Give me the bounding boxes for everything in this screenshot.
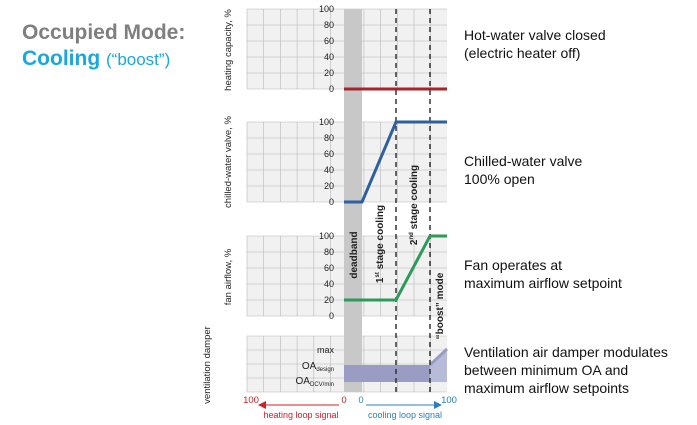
heating-tick-label: 100	[319, 4, 334, 14]
chilled-tick-label: 80	[324, 133, 334, 143]
fan-tick-label: 100	[319, 231, 334, 241]
heating-loop-label: heating loop signal	[263, 410, 338, 420]
x-heating-100: 100	[243, 395, 259, 406]
fan-annotation: Fan operates at maximum airflow setpoint	[464, 257, 622, 291]
fan-tick-label: 40	[324, 279, 334, 289]
vent-tick-max: max	[317, 345, 335, 355]
x-cooling-0: 0	[358, 395, 363, 406]
heating-tick-label: 80	[324, 20, 334, 30]
y-tick-labels: 100 80 60 40 20 0 100 80 60 40 20 0 100 80 60 40 20 0	[319, 4, 334, 321]
fan-ylabel: fan airflow, %	[223, 248, 234, 305]
vent-damper-area	[344, 365, 430, 382]
vent-damper-line	[428, 347, 449, 367]
heating-tick-label: 40	[324, 52, 334, 62]
x-cooling-100: 100	[441, 395, 457, 406]
mode-title: Occupied Mode: Cooling (“boost”)	[22, 20, 212, 73]
vent-tick-oa-dcv: OADCV/min	[296, 376, 334, 388]
heating-tick-label: 60	[324, 36, 334, 46]
vent-damper-rise	[430, 349, 447, 382]
cooling-loop-label: cooling loop signal	[368, 410, 442, 420]
chilled-tick-label: 60	[324, 149, 334, 159]
vent-tick-oa-design: OAdesign	[302, 361, 334, 373]
heating-ylabel: heating capacity, %	[223, 9, 234, 91]
x-heating-0: 0	[341, 395, 346, 406]
heating-tick-label: 20	[324, 68, 334, 78]
chilled-tick-label: 40	[324, 165, 334, 175]
chilled-ylabel: chilled-water valve, %	[223, 116, 234, 208]
fan-airflow-line	[344, 234, 447, 302]
cooling-label: Cooling	[22, 47, 101, 70]
chilled-tick-label: 100	[319, 117, 334, 127]
fan-tick-label: 0	[329, 311, 334, 321]
fan-tick-label: 20	[324, 295, 334, 305]
chilled-water-line	[344, 120, 447, 204]
boost-mode-label: “boost” mode	[435, 272, 446, 339]
stage1-label: 1st stage cooling	[375, 205, 386, 283]
hot-water-annotation: Hot-water valve closed (electric heater …	[464, 27, 606, 61]
boost-label: (“boost”)	[106, 50, 171, 69]
fan-tick-label: 60	[324, 263, 334, 273]
stage2-label: 2nd stage cooling	[409, 165, 420, 245]
mode-heading: Occupied Mode:	[22, 21, 186, 44]
deadband-label: deadband	[349, 231, 360, 278]
fan-tick-label: 80	[324, 247, 334, 257]
heating-tick-label: 0	[329, 84, 334, 94]
ventilation-annotation: Ventilation air damper modulates between…	[464, 344, 668, 396]
chilled-tick-label: 0	[329, 197, 334, 207]
chilled-water-annotation: Chilled-water valve 100% open	[464, 153, 583, 187]
vent-ylabel: ventilation damper	[202, 326, 213, 404]
mode-subheading: Cooling (“boost”)	[22, 46, 212, 73]
chilled-tick-label: 20	[324, 181, 334, 191]
